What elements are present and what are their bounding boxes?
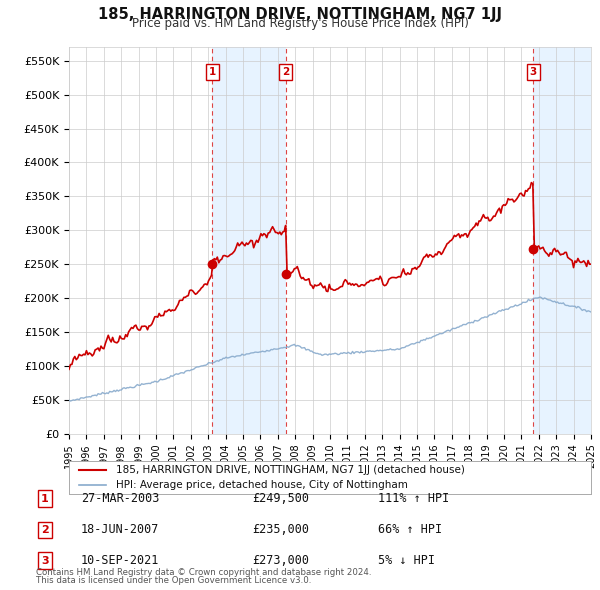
Bar <box>533 47 591 434</box>
Text: Price paid vs. HM Land Registry's House Price Index (HPI): Price paid vs. HM Land Registry's House … <box>131 17 469 30</box>
Text: 66% ↑ HPI: 66% ↑ HPI <box>378 523 442 536</box>
Text: 111% ↑ HPI: 111% ↑ HPI <box>378 492 449 505</box>
Text: 1: 1 <box>209 67 216 77</box>
Text: £235,000: £235,000 <box>252 523 309 536</box>
Text: 10-SEP-2021: 10-SEP-2021 <box>81 554 160 567</box>
Text: This data is licensed under the Open Government Licence v3.0.: This data is licensed under the Open Gov… <box>36 576 311 585</box>
Text: Contains HM Land Registry data © Crown copyright and database right 2024.: Contains HM Land Registry data © Crown c… <box>36 568 371 577</box>
Bar <box>212 47 286 434</box>
Text: 185, HARRINGTON DRIVE, NOTTINGHAM, NG7 1JJ (detached house): 185, HARRINGTON DRIVE, NOTTINGHAM, NG7 1… <box>116 466 465 476</box>
Text: 5% ↓ HPI: 5% ↓ HPI <box>378 554 435 567</box>
Text: 2: 2 <box>41 525 49 535</box>
Text: 1: 1 <box>41 494 49 503</box>
Text: 3: 3 <box>41 556 49 565</box>
Text: £273,000: £273,000 <box>252 554 309 567</box>
Text: HPI: Average price, detached house, City of Nottingham: HPI: Average price, detached house, City… <box>116 480 408 490</box>
Text: 3: 3 <box>530 67 537 77</box>
Text: 2: 2 <box>282 67 289 77</box>
Text: 185, HARRINGTON DRIVE, NOTTINGHAM, NG7 1JJ: 185, HARRINGTON DRIVE, NOTTINGHAM, NG7 1… <box>98 7 502 22</box>
Text: 27-MAR-2003: 27-MAR-2003 <box>81 492 160 505</box>
Text: £249,500: £249,500 <box>252 492 309 505</box>
Text: 18-JUN-2007: 18-JUN-2007 <box>81 523 160 536</box>
